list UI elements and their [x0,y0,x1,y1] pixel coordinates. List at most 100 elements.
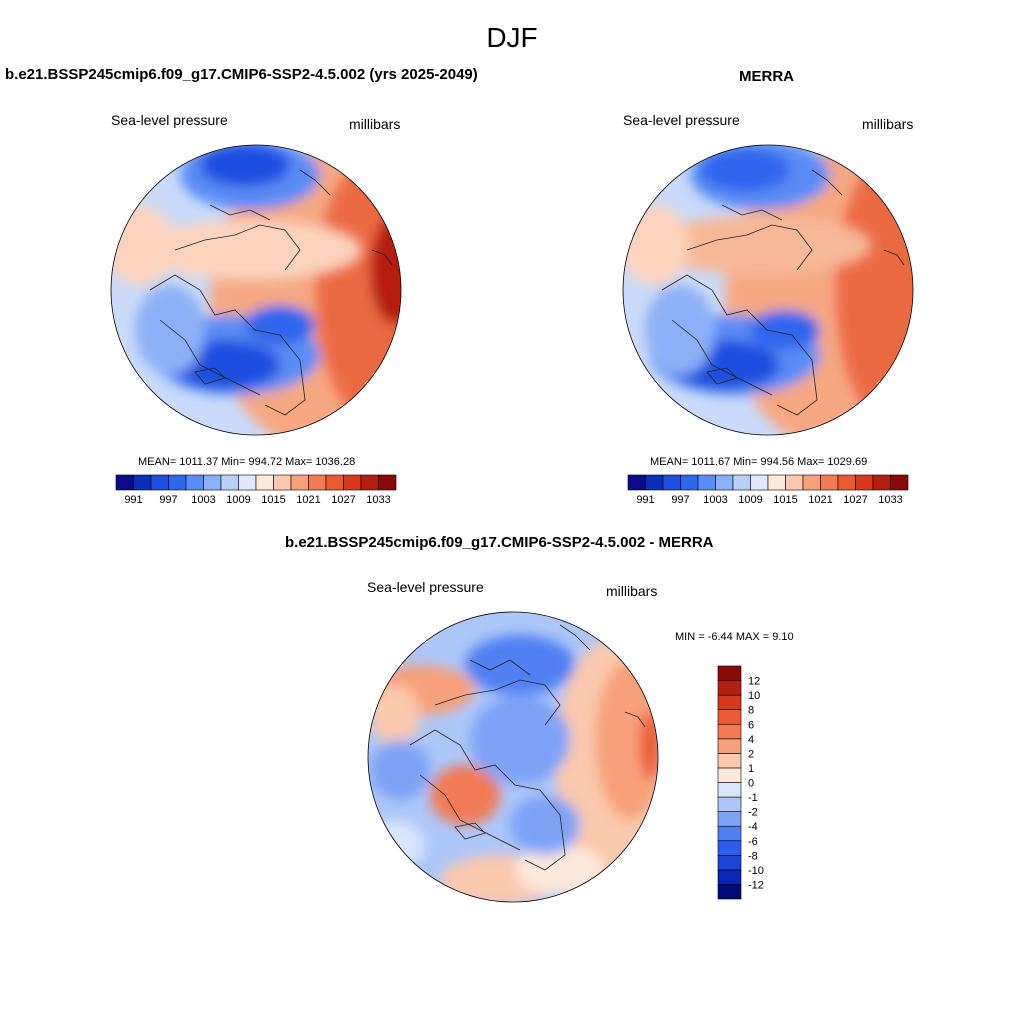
colorbar-tick-label: -1 [748,792,758,804]
colorbar-swatch [717,767,742,783]
colorbar-tick-label: 6 [748,719,754,731]
colorbar-swatch [785,474,804,491]
colorbar-tick-label: 1033 [366,494,390,506]
colorbar-swatch [662,474,681,491]
colorbar-swatch [115,474,134,491]
coastline-outline [661,169,905,416]
diff-panel-title: b.e21.BSSP245cmip6.f09_g17.CMIP6-SSP2-4.… [285,534,714,551]
colorbar-swatch [717,665,742,681]
obs-panel-title: MERRA [739,68,794,85]
colorbar-tick-label: 0 [748,778,754,790]
colorbar-tick-label: -2 [748,807,758,819]
colorbar-swatch [645,474,664,491]
model-variable-label: Sea-level pressure [111,112,228,128]
model-units-label: millibars [349,116,401,132]
colorbar-tick-label: 997 [671,494,689,506]
obs-slp-map [622,144,914,436]
colorbar-swatch [732,474,751,491]
colorbar-tick-label: 1009 [738,494,762,506]
colorbar-swatch [343,474,362,491]
colorbar-tick-label: -6 [748,836,758,848]
colorbar-swatch [717,884,742,900]
colorbar-swatch [238,474,257,491]
colorbar-tick-label: 1015 [261,494,285,506]
figure-title: DJF [486,22,538,53]
colorbar-swatch [255,474,274,491]
colorbar-tick-label: 1021 [296,494,320,506]
obs-stats: MEAN= 1011.67 Min= 994.56 Max= 1029.69 [650,456,868,468]
colorbar-tick-label: 1015 [773,494,797,506]
colorbar-swatch [203,474,222,491]
colorbar-tick-label: 1027 [843,494,867,506]
coastline-outline [409,624,646,871]
colorbar-swatch [717,840,742,856]
colorbar-tick-label: 1003 [703,494,727,506]
model-panel-title: b.e21.BSSP245cmip6.f09_g17.CMIP6-SSP2-4.… [5,66,478,83]
colorbar-tick-label: 1 [748,763,754,775]
colorbar-swatch [717,738,742,754]
colorbar-tick-label: 10 [748,690,760,702]
colorbar-tick-label: 1033 [878,494,902,506]
colorbar-swatch [220,474,239,491]
colorbar-tick-label: 4 [748,734,754,746]
diff-slp-map [367,611,659,903]
colorbar-swatch [360,474,379,491]
diff-stats: MIN = -6.44 MAX = 9.10 [675,631,794,643]
colorbar-swatch [750,474,769,491]
colorbar-swatch [717,723,742,740]
obs-units-label: millibars [862,116,914,132]
colorbar-tick-label: 991 [636,494,654,506]
colorbar-swatch [717,753,742,769]
colorbar-swatch [717,869,742,885]
colorbar-swatch [185,474,204,491]
colorbar-tick-label: 1009 [226,494,250,506]
colorbar-swatch [150,474,169,491]
colorbar-swatch [717,680,742,696]
colorbar-swatch [308,474,327,491]
colorbar-swatch [133,474,152,491]
colorbar-tick-label: 2 [748,748,754,760]
colorbar-swatch [168,474,187,491]
colorbar-tick-label: -10 [748,865,764,877]
model-colorbar: 991 997 1003 1009 1015 1021 1027 1033 [115,474,397,506]
colorbar-swatch [325,474,344,491]
colorbar-swatch [717,796,742,812]
colorbar-swatch [717,709,742,725]
obs-colorbar: 991 997 1003 1009 1015 1021 1027 1033 [627,474,909,506]
obs-variable-label: Sea-level pressure [623,112,740,128]
colorbar-swatch [890,474,909,491]
colorbar-swatch [767,474,786,491]
colorbar-tick-label: 991 [124,494,142,506]
coastline-outline [149,169,393,416]
colorbar-swatch [717,811,742,827]
colorbar-tick-label: -12 [748,879,764,891]
colorbar-swatch [717,855,742,871]
colorbar-swatch [837,474,856,491]
colorbar-swatch [717,825,742,842]
colorbar-tick-label: -4 [748,821,758,833]
colorbar-swatch [820,474,839,491]
colorbar-swatch [802,474,821,491]
model-stats: MEAN= 1011.37 Min= 994.72 Max= 1036.28 [138,456,356,468]
colorbar-swatch [627,474,646,491]
colorbar-swatch [273,474,292,491]
colorbar-tick-label: 1003 [191,494,215,506]
colorbar-swatch [697,474,716,491]
diff-units-label: millibars [606,583,658,599]
diff-variable-label: Sea-level pressure [367,579,484,595]
colorbar-swatch [680,474,699,491]
colorbar-tick-label: -8 [748,850,758,862]
colorbar-swatch [717,782,742,798]
colorbar-tick-label: 8 [748,705,754,717]
colorbar-swatch [378,474,397,491]
colorbar-swatch [872,474,891,491]
colorbar-swatch [855,474,874,491]
model-slp-map [110,144,402,436]
colorbar-swatch [717,694,742,710]
colorbar-tick-label: 12 [748,676,760,688]
colorbar-tick-label: 1027 [331,494,355,506]
colorbar-swatch [715,474,734,491]
colorbar-tick-label: 997 [159,494,177,506]
